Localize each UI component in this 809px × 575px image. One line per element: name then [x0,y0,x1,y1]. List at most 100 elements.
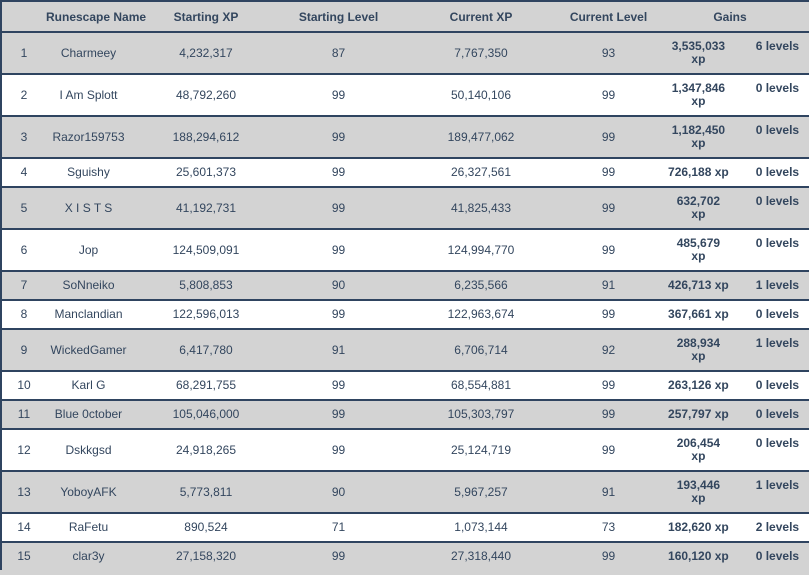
starting-level-cell: 99 [281,116,396,159]
gains-levels-value: 0 levels [755,307,800,321]
gains-xp-value: 632,702 xp [676,194,721,221]
player-row: 12 Dskkgsd 24,918,265 99 25,124,719 99 2… [1,429,809,472]
current-level-cell: 99 [566,187,651,230]
gains-cell: 182,620 xp 2 levels [651,513,809,543]
player-row: 6 Jop 124,509,091 99 124,994,770 99 485,… [1,229,809,272]
player-name-cell: SoNneiko [46,271,131,301]
starting-xp-cell: 122,596,013 [131,300,281,330]
gains-inner: 1,182,450 xp 0 levels [651,124,809,150]
col-header-runescape-name: Runescape Name [46,1,146,33]
current-xp-cell: 189,477,062 [396,116,566,159]
current-xp-cell: 105,303,797 [396,400,566,430]
current-level-cell: 99 [566,74,651,117]
current-xp-cell: 122,963,674 [396,300,566,330]
gains-levels-value: 0 levels [755,549,800,563]
starting-xp-cell: 48,792,260 [131,74,281,117]
gains-cell: 726,188 xp 0 levels [651,158,809,188]
gains-levels-value: 2 levels [755,520,800,534]
gains-inner: 182,620 xp 2 levels [651,521,809,534]
rank-cell: 2 [1,74,46,117]
rank-cell: 13 [1,471,46,514]
rank-cell: 14 [1,513,46,543]
current-xp-cell: 5,967,257 [396,471,566,514]
player-name-cell: Charmeey [46,32,131,75]
gains-inner: 1,347,846 xp 0 levels [651,82,809,108]
rank-cell: 3 [1,116,46,159]
starting-level-cell: 99 [281,187,396,230]
gains-levels-value: 1 levels [755,278,800,292]
current-xp-cell: 41,825,433 [396,187,566,230]
starting-xp-cell: 4,232,317 [131,32,281,75]
table-body: 1 Charmeey 4,232,317 87 7,767,350 93 3,5… [1,32,809,570]
player-name-cell: Dskkgsd [46,429,131,472]
gains-xp-value: 485,679 xp [676,236,721,263]
gains-xp-value: 182,620 xp [668,520,729,534]
gains-cell: 160,120 xp 0 levels [651,542,809,570]
player-name-cell: Jop [46,229,131,272]
starting-xp-cell: 68,291,755 [131,371,281,401]
player-row: 1 Charmeey 4,232,317 87 7,767,350 93 3,5… [1,32,809,75]
starting-xp-cell: 25,601,373 [131,158,281,188]
gains-xp-value: 288,934 xp [676,336,721,363]
current-xp-cell: 6,235,566 [396,271,566,301]
player-row: 10 Karl G 68,291,755 99 68,554,881 99 26… [1,371,809,401]
current-level-cell: 93 [566,32,651,75]
rank-cell: 7 [1,271,46,301]
current-xp-cell: 25,124,719 [396,429,566,472]
player-row: 9 WickedGamer 6,417,780 91 6,706,714 92 … [1,329,809,372]
rank-cell: 10 [1,371,46,401]
player-name-cell: Sguishy [46,158,131,188]
current-xp-cell: 124,994,770 [396,229,566,272]
starting-xp-cell: 188,294,612 [131,116,281,159]
current-xp-cell: 50,140,106 [396,74,566,117]
gains-cell: 288,934 xp 1 levels [651,329,809,372]
gains-levels-value: 1 levels [755,478,800,492]
gains-xp-value: 367,661 xp [668,307,729,321]
current-level-cell: 99 [566,229,651,272]
rank-cell: 8 [1,300,46,330]
starting-level-cell: 90 [281,471,396,514]
gains-levels-value: 0 levels [755,436,800,450]
col-header-rank [1,1,46,33]
current-level-cell: 99 [601,549,616,563]
player-name-cell: clar3y [72,549,105,563]
player-name-cell: Manclandian [46,300,131,330]
starting-level-cell: 99 [281,371,396,401]
starting-level-cell: 99 [281,429,396,472]
starting-level-cell: 99 [281,229,396,272]
starting-xp-cell: 41,192,731 [131,187,281,230]
gains-cell: 632,702 xp 0 levels [651,187,809,230]
gains-inner: 257,797 xp 0 levels [651,408,809,421]
current-xp-cell: 27,318,440 [450,549,512,563]
current-level-cell: 99 [566,400,651,430]
gains-inner: 426,713 xp 1 levels [651,279,809,292]
starting-level-cell: 99 [281,74,396,117]
current-level-cell: 91 [566,471,651,514]
current-xp-cell: 26,327,561 [396,158,566,188]
rank-cell: 4 [1,158,46,188]
gains-levels-value: 0 levels [755,194,800,208]
gains-levels-value: 0 levels [755,123,800,137]
current-xp-cell: 1,073,144 [396,513,566,543]
starting-xp-cell: 6,417,780 [131,329,281,372]
table-header: Runescape Name Starting XP Starting Leve… [1,1,809,33]
col-header-starting-level: Starting Level [281,1,396,33]
starting-level-cell: 90 [281,271,396,301]
starting-xp-cell: 890,524 [131,513,281,543]
rank-cell: 6 [1,229,46,272]
gains-xp-value: 193,446 xp [676,478,721,505]
gains-levels-value: 0 levels [755,236,800,250]
gains-inner: 632,702 xp 0 levels [651,195,809,221]
gains-inner: 485,679 xp 0 levels [651,237,809,263]
starting-xp-cell: 105,046,000 [131,400,281,430]
gains-inner: 726,188 xp 0 levels [651,166,809,179]
gains-xp-value: 257,797 xp [668,407,729,421]
player-row: 4 Sguishy 25,601,373 99 26,327,561 99 72… [1,158,809,188]
current-xp-cell: 7,767,350 [396,32,566,75]
gains-cell: 263,126 xp 0 levels [651,371,809,401]
gains-inner: 263,126 xp 0 levels [651,379,809,392]
gains-levels-value: 1 levels [755,336,800,350]
current-xp-cell: 68,554,881 [396,371,566,401]
current-level-cell: 91 [566,271,651,301]
